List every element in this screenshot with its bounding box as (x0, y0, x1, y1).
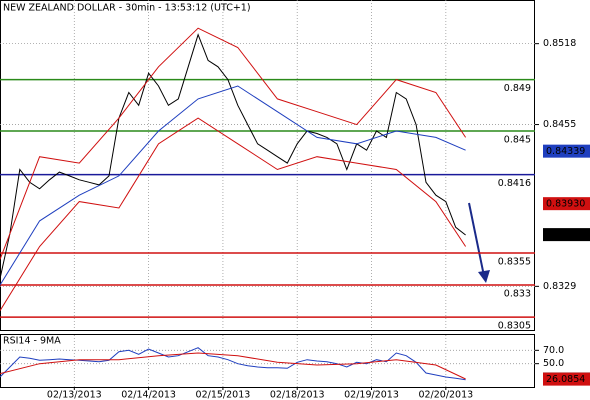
x-tick-label: 02/15/2013 (196, 390, 251, 400)
level-label: 0.845 (504, 134, 531, 145)
line-series (0, 27, 467, 260)
line-series (0, 85, 466, 286)
line-series (0, 33, 466, 279)
y-tick-label: 0.8455 (543, 119, 576, 130)
x-tick-label: 02/18/2013 (270, 390, 325, 400)
x-tick-label: 02/20/2013 (418, 390, 473, 400)
level-label: 0.849 (504, 83, 531, 94)
y-tick-label: 0.8329 (543, 281, 576, 292)
line-series (0, 117, 467, 311)
x-tick-label: 02/19/2013 (344, 390, 399, 400)
y-tick-label: 70.0 (543, 345, 564, 356)
price-marker-label: 0.83930 (546, 199, 585, 210)
y-tick-label: 0.8518 (543, 38, 576, 49)
level-label: 0.8416 (498, 178, 531, 189)
price-marker-label: 0.83689 (546, 230, 585, 241)
chart-title: NEW ZEALAND DOLLAR - 30min - 13:53:12 (U… (3, 3, 251, 14)
price-marker (543, 372, 590, 386)
x-tick-label: 02/13/2013 (47, 390, 102, 400)
rsi-title: RSI14 - 9MA (3, 336, 61, 347)
price-marker-label: 0.84339 (546, 146, 585, 157)
y-tick-label: 50.0 (543, 358, 564, 369)
price-marker (543, 228, 590, 242)
price-panel (0, 0, 535, 331)
level-label: 0.8355 (498, 256, 531, 267)
price-marker-label: 26.0854 (546, 374, 585, 385)
x-tick-label: 02/14/2013 (121, 390, 176, 400)
line-series (0, 352, 466, 380)
price-marker (543, 197, 590, 211)
level-label: 0.8305 (498, 321, 531, 332)
level-label: 0.833 (504, 289, 531, 300)
price-marker (543, 144, 590, 158)
forecast-arrow (468, 202, 490, 283)
